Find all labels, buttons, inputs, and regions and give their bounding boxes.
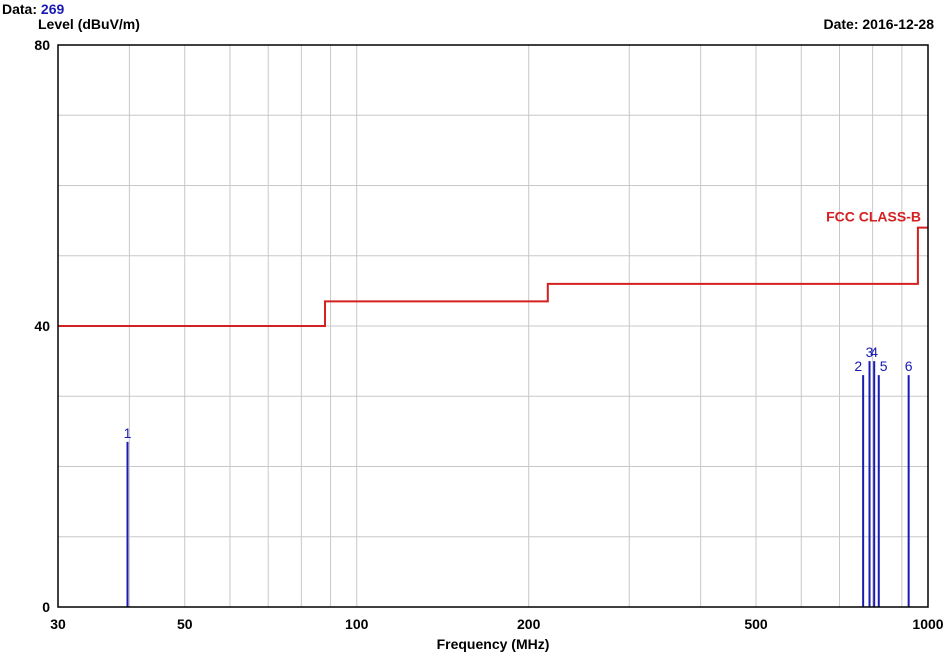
limit-line-label: FCC CLASS-B — [826, 209, 921, 225]
plot-frame — [57, 44, 929, 608]
y-axis-label: Level (dBuV/m) — [38, 16, 140, 32]
data-number-value: 269 — [40, 1, 65, 17]
date-label: Date: 2016-12-28 — [823, 16, 934, 32]
marker-label-6: 6 — [905, 358, 913, 374]
x-tick-label: 50 — [177, 616, 193, 632]
y-tick-label: 40 — [34, 318, 50, 334]
marker-label-3: 3 — [866, 344, 874, 360]
data-label-text: Data: — [2, 1, 38, 17]
limit-line — [58, 226, 928, 327]
x-axis-label: Frequency (MHz) — [437, 636, 550, 652]
y-tick-label: 80 — [34, 37, 50, 53]
marker-label-2: 2 — [854, 358, 862, 374]
limit-line-series: FCC CLASS-B — [58, 209, 928, 327]
marker-label-5: 5 — [880, 358, 888, 374]
x-tick-label: 200 — [517, 616, 541, 632]
x-tick-label: 30 — [50, 616, 66, 632]
data-number-label: Data: 269 — [2, 2, 64, 16]
y-tick-label: 0 — [42, 599, 50, 615]
axes — [57, 44, 929, 608]
x-tick-label: 500 — [744, 616, 768, 632]
x-tick-label: 1000 — [912, 616, 943, 632]
marker-label-4: 4 — [870, 344, 878, 360]
tick-labels: 0 40 80 30 50 100 200 500 1000 Frequency (MHz) — [34, 37, 943, 652]
marker-label-1: 1 — [124, 425, 132, 441]
x-tick-label: 100 — [345, 616, 369, 632]
